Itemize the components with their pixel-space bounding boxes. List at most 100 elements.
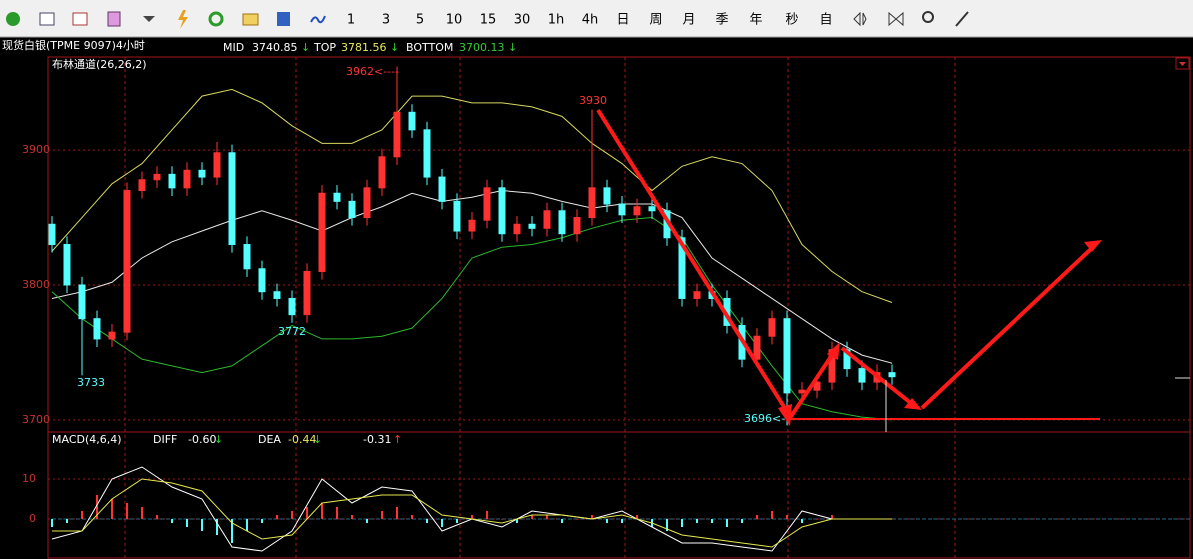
macd-bar [171, 519, 173, 523]
macd-bar [81, 511, 83, 519]
annotation: 3962<---- [346, 65, 399, 78]
macd-bar [321, 503, 323, 519]
annotation: 3733 [77, 376, 105, 389]
candle-body [513, 223, 521, 235]
candle-body [678, 237, 686, 299]
timeframe-button[interactable]: 30 [514, 13, 531, 28]
macd-bar [396, 507, 398, 519]
macd-bar [681, 519, 683, 527]
macd-bar [816, 519, 818, 520]
y-tick-label: 0 [29, 512, 36, 525]
candle-body [273, 291, 281, 299]
timeframe-button[interactable]: 自 [819, 13, 832, 28]
macd-bar [426, 519, 428, 523]
indicator-line [51, 190, 893, 364]
timeframe-button[interactable]: 5 [416, 13, 424, 28]
candle-body [348, 200, 356, 219]
macd-value: -0.31 [363, 433, 391, 446]
macd-bar [801, 519, 803, 523]
timeframe-button[interactable]: 月 [682, 13, 695, 28]
back-icon[interactable] [6, 12, 20, 26]
macd-bar [276, 515, 278, 519]
candle-body [618, 203, 626, 216]
flash-icon[interactable] [178, 10, 188, 29]
diff-value: -0.60 [188, 433, 216, 446]
candle-body [378, 156, 386, 189]
panel-menu[interactable] [1175, 57, 1190, 70]
dropdown-icon[interactable] [143, 16, 155, 22]
candle-body [498, 187, 506, 235]
macd-bar [741, 519, 743, 523]
candle-icon[interactable] [107, 11, 121, 27]
timeframe-button[interactable]: 年 [749, 13, 762, 28]
refresh-icon[interactable] [208, 11, 224, 27]
macd-arrow: ↑ [393, 433, 402, 446]
timeframe-button[interactable]: 15 [480, 13, 497, 28]
annotation: 3930 [579, 94, 607, 107]
dea-arrow: ↓ [313, 433, 322, 446]
draw-icon[interactable] [955, 11, 969, 27]
candle-body [888, 372, 896, 378]
annotation: 3772 [278, 325, 306, 338]
candle-body [543, 210, 551, 229]
macd-bar [216, 519, 218, 535]
macd-bar [591, 515, 593, 519]
candle-body [528, 223, 536, 229]
macd-bar [231, 519, 233, 543]
timeframe-button[interactable]: 1h [548, 13, 565, 28]
diff-label: DIFF [153, 433, 177, 446]
indicator-line [51, 88, 893, 303]
macd-bar [531, 515, 533, 519]
search-icon[interactable] [922, 11, 934, 23]
zoom-h-icon[interactable] [853, 11, 867, 27]
macd-bar [516, 519, 518, 523]
timeframe-button[interactable]: 1 [347, 13, 355, 28]
candle-body [303, 270, 311, 316]
timeframe-button[interactable]: 4h [582, 13, 599, 28]
toolbar-icons[interactable] [6, 10, 969, 29]
macd-bar [501, 519, 503, 520]
candle-body [858, 368, 866, 383]
timeframe-button[interactable]: 日 [616, 13, 629, 28]
boll-title: 布林通道(26,26,2) [52, 57, 147, 71]
timeframe-button[interactable]: 秒 [785, 13, 798, 28]
panel-menu-arrow [1179, 62, 1186, 66]
candle-body [453, 200, 461, 232]
candle-body [558, 210, 566, 235]
macd-bar [111, 499, 113, 519]
toolbar-buttons[interactable]: 1 3 5 10 15 30 1h 4h 日 周 月 季 年 秒 自 [347, 13, 833, 28]
indicator-line [52, 478, 892, 548]
macd-bar [96, 495, 98, 519]
macd-bar [51, 519, 53, 527]
macd-bar [246, 519, 248, 531]
wave-icon[interactable] [310, 15, 326, 24]
macd-bar [696, 519, 698, 523]
line-icon[interactable] [72, 12, 88, 26]
timeframe-button[interactable]: 3 [382, 13, 390, 28]
candle-body [138, 179, 146, 192]
mid-value: 3740.85 [252, 41, 298, 54]
macd-bar [261, 519, 263, 523]
macd-bar [126, 503, 128, 519]
symbol: 现货白银(TPME 9097)4小时 [2, 38, 145, 52]
y-tick-label: 3900 [22, 143, 50, 156]
zoom-v-icon[interactable] [888, 11, 904, 27]
list-icon[interactable] [39, 12, 55, 26]
candle-body [483, 187, 491, 221]
open-icon[interactable] [242, 13, 259, 26]
candle-body [423, 129, 431, 178]
main-frame [47, 56, 1191, 433]
timeframe-button[interactable]: 季 [715, 13, 728, 28]
candle-body [633, 206, 641, 216]
candle-body [213, 152, 221, 178]
candle-body [63, 244, 71, 286]
toolbar [0, 0, 1193, 37]
timeframe-button[interactable]: 10 [446, 13, 463, 28]
candle-body [393, 111, 401, 158]
timeframe-button[interactable]: 周 [649, 13, 662, 28]
candle-body [228, 152, 236, 245]
macd-bar [561, 519, 563, 523]
macd-bar [381, 511, 383, 519]
save-icon[interactable] [277, 12, 290, 26]
candle-body [78, 284, 86, 320]
